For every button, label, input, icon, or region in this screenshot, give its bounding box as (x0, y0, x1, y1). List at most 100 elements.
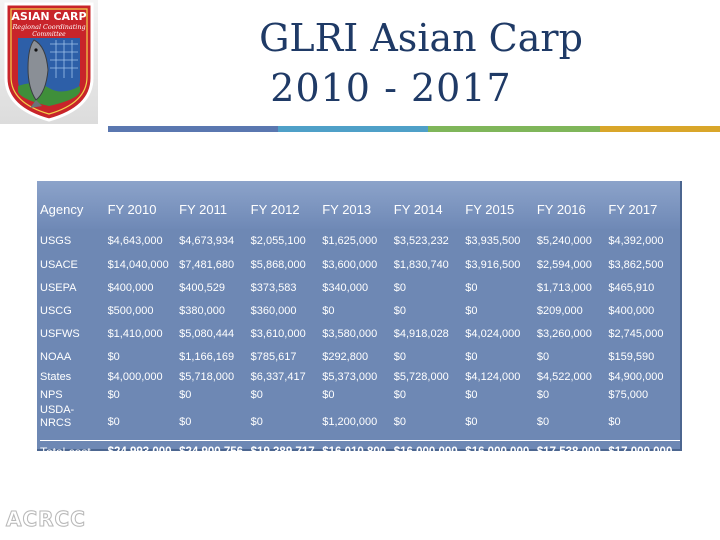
divider-bars (108, 126, 720, 132)
value-cell: $0 (465, 304, 478, 317)
agency-cell: USACE (40, 258, 78, 271)
value-cell: $0 (179, 416, 192, 428)
value-cell: $3,935,500 (465, 235, 521, 247)
value-cell: $500,000 (107, 304, 154, 317)
value-cell: $2,055,100 (250, 235, 306, 247)
value-cell: $360,000 (250, 304, 297, 317)
value-cell: $1,410,000 (107, 327, 163, 340)
fish-emblem-icon: ASIAN CARP Regional Coordinating Committ… (4, 2, 94, 122)
col-header-agency: Agency (40, 201, 84, 217)
table-row-usace: USACE $14,040,000 $7,481,680 $5,868,000 … (40, 253, 680, 276)
value-cell: $1,200,000 (322, 416, 378, 428)
value-cell: $3,862,500 (608, 258, 664, 271)
value-cell: $3,580,000 (322, 327, 378, 340)
value-cell: $0 (322, 389, 335, 401)
agency-cell: States (40, 371, 72, 383)
agency-cell: USFWS (40, 327, 80, 340)
value-cell: $0 (465, 281, 478, 294)
value-cell: $5,240,000 (536, 235, 592, 247)
total-value-cell: $16,000,000 (393, 446, 458, 458)
value-cell: $4,000,000 (107, 371, 163, 383)
funding-table-panel: Agency FY 2010 FY 2011 FY 2012 FY 2013 F… (37, 181, 682, 459)
total-value-cell: $24,900,756 (179, 446, 244, 458)
value-cell: $4,024,000 (465, 327, 521, 340)
value-cell: $7,481,680 (179, 258, 235, 271)
value-cell: $3,600,000 (322, 258, 378, 271)
col-header-fy2010: FY 2010 (107, 201, 157, 217)
value-cell: $4,522,000 (536, 371, 592, 383)
table-row-usfws: USFWS $1,410,000 $5,080,444 $3,610,000 $… (40, 322, 680, 345)
value-cell: $400,529 (179, 281, 225, 294)
table-row-usgs: USGS $4,643,000 $4,673,934 $2,055,100 $1… (40, 219, 680, 253)
logo-subtitle-2: Committee (32, 31, 66, 38)
value-cell: $400,000 (608, 304, 655, 317)
total-value-cell: $17,000,000 (608, 446, 673, 458)
value-cell: $209,000 (536, 304, 583, 317)
slide-title: GLRI Asian Carp 2010 - 2017 (140, 14, 620, 114)
value-cell: $3,610,000 (250, 327, 306, 340)
table-row-uscg: USCG $500,000 $380,000 $360,000 $0 $0 $0… (40, 299, 680, 322)
agency-cell: USEPA (40, 281, 77, 294)
value-cell: $0 (250, 416, 263, 428)
value-cell: $0 (107, 389, 120, 401)
divider-bar-blue (108, 126, 278, 132)
total-value-cell: $16,000,000 (465, 446, 530, 458)
value-cell: $1,830,740 (393, 258, 449, 271)
value-cell: $0 (536, 389, 550, 401)
value-cell: $380,000 (179, 304, 225, 317)
value-cell: $0 (393, 389, 406, 401)
value-cell: $5,373,000 (322, 371, 378, 383)
logo-subtitle: Regional Coordinating (11, 23, 85, 31)
value-cell: $340,000 (322, 281, 369, 294)
total-value-cell: $17,538,000 (536, 446, 601, 458)
total-label-cell: Total cost (40, 445, 91, 459)
value-cell: $6,337,417 (250, 371, 306, 383)
table-header-strip (37, 181, 680, 229)
acrcc-logo: ASIAN CARP Regional Coordinating Committ… (0, 0, 98, 124)
title-line-2: 2010 - 2017 (270, 66, 512, 110)
value-cell: $14,040,000 (107, 258, 169, 271)
value-cell: $0 (393, 304, 406, 317)
value-cell: $465,910 (608, 281, 655, 294)
value-cell: $0 (393, 416, 406, 428)
value-cell: $3,260,000 (536, 327, 592, 340)
value-cell: $4,918,028 (393, 327, 449, 340)
value-cell: $1,625,000 (322, 235, 378, 247)
total-value-cell: $16,010,800 (322, 446, 387, 458)
value-cell: $0 (250, 389, 263, 401)
col-header-fy2016: FY 2016 (536, 201, 586, 217)
col-header-fy2013: FY 2013 (322, 201, 372, 217)
col-header-fy2014: FY 2014 (393, 201, 443, 217)
value-cell: $0 (107, 350, 120, 363)
value-cell: $5,868,000 (250, 258, 306, 271)
value-cell: $4,900,000 (608, 371, 664, 383)
value-cell: $5,718,000 (179, 371, 235, 383)
divider-bar-teal (278, 126, 428, 132)
agency-cell: NPS (40, 389, 63, 401)
value-cell: $4,124,000 (465, 371, 521, 383)
table-row-nps: NPS $0 $0 $0 $0 $0 $0 $0 $75,000 (40, 386, 680, 404)
value-cell: $3,916,500 (465, 258, 521, 271)
agency-cell: USCG (40, 304, 72, 317)
value-cell: $0 (536, 350, 550, 363)
divider-bar-green (428, 126, 600, 132)
col-header-fy2017: FY 2017 (608, 201, 658, 217)
value-cell: $0 (465, 416, 478, 428)
title-line-1: GLRI Asian Carp (259, 16, 583, 60)
table-row-states: States $4,000,000 $5,718,000 $6,337,417 … (40, 368, 680, 386)
value-cell: $0 (393, 281, 406, 294)
value-cell: $159,590 (608, 350, 655, 363)
value-cell: $2,594,000 (536, 258, 592, 271)
divider-bar-gold (600, 126, 720, 132)
value-cell: $0 (465, 350, 478, 363)
value-cell: $0 (536, 416, 550, 428)
table-row-usda-nrcs: USDA-NRCS $0 $0 $0 $1,200,000 $0 $0 $0 $… (40, 404, 680, 441)
value-cell: $75,000 (608, 389, 649, 401)
value-cell: $373,583 (250, 281, 297, 294)
value-cell: $4,392,000 (608, 235, 664, 247)
value-cell: $4,673,934 (179, 235, 235, 247)
total-value-cell: $19,389,717 (250, 446, 315, 458)
value-cell: $5,080,444 (179, 327, 235, 340)
value-cell: $0 (608, 416, 621, 428)
